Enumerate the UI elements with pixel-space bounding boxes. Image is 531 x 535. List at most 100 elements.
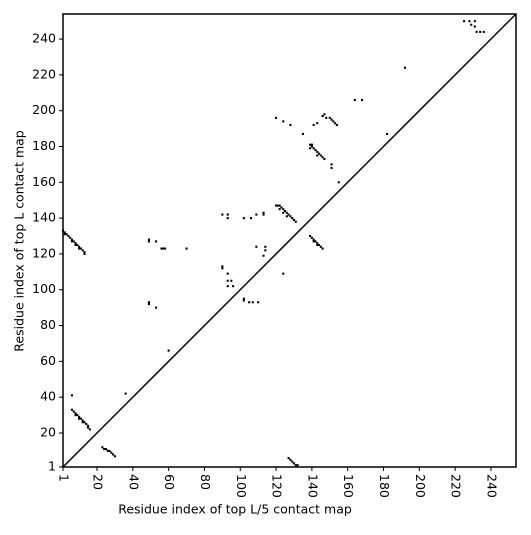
contact-point — [386, 132, 389, 136]
y-axis-label: Residue index of top L contact map — [12, 130, 27, 351]
contact-point — [76, 414, 79, 417]
x-tick-label: 40 — [126, 474, 141, 490]
contact-point — [83, 421, 86, 424]
x-tick-label: 80 — [198, 474, 213, 490]
contact-point — [463, 20, 466, 23]
contact-point — [255, 245, 258, 248]
contact-point — [330, 118, 333, 121]
contact-point — [67, 234, 70, 238]
contact-point — [323, 157, 326, 161]
contact-point — [317, 243, 321, 247]
contact-point — [155, 240, 158, 243]
contact-point — [325, 116, 328, 119]
contact-point — [74, 412, 77, 415]
contact-point — [72, 240, 75, 243]
contact-point — [226, 272, 229, 275]
contact-point — [264, 245, 267, 248]
contact-point — [328, 116, 331, 119]
contact-point — [285, 211, 288, 214]
contact-point — [316, 243, 319, 247]
contact-point — [264, 249, 267, 252]
contact-point — [403, 66, 407, 69]
contact-point — [147, 238, 150, 241]
x-tick-label: 160 — [341, 474, 356, 498]
contact-point — [226, 285, 229, 288]
x-tick-label: 20 — [91, 474, 106, 490]
x-tick-label: 180 — [377, 474, 392, 498]
contact-point — [255, 213, 258, 216]
contact-point — [83, 252, 86, 255]
contact-point — [275, 116, 278, 119]
contact-point — [468, 20, 471, 23]
contact-point — [353, 98, 356, 101]
contact-point — [282, 208, 285, 211]
contact-point — [226, 217, 229, 220]
contact-point — [242, 217, 245, 220]
contact-point — [475, 30, 478, 33]
contact-point — [294, 220, 297, 223]
contact-point — [323, 113, 326, 116]
x-tick-label: 200 — [413, 474, 428, 498]
contact-point — [334, 122, 337, 125]
x-tick-label: 220 — [449, 474, 464, 498]
contact-point — [78, 417, 81, 420]
contact-point — [262, 211, 265, 214]
contact-point — [310, 236, 313, 239]
contact-point — [291, 217, 294, 220]
y-tick-label: 140 — [32, 210, 56, 225]
y-tick-label: 200 — [32, 102, 56, 117]
y-tick-label: 220 — [32, 66, 56, 81]
contact-point — [226, 213, 229, 216]
contact-point — [278, 208, 281, 211]
contact-point — [330, 163, 333, 166]
contact-point — [76, 243, 79, 247]
x-tick-label: 240 — [484, 474, 499, 498]
contact-point — [275, 204, 278, 207]
contact-point — [87, 426, 90, 429]
contact-point — [473, 25, 476, 28]
contact-point — [78, 247, 81, 250]
contact-point — [296, 464, 299, 467]
contact-point — [312, 240, 315, 243]
contact-point — [262, 213, 265, 216]
contact-point — [147, 303, 150, 306]
contact-point — [160, 247, 163, 250]
contact-point — [282, 272, 285, 275]
contact-point — [312, 147, 315, 150]
contact-point — [74, 242, 77, 245]
contact-point — [292, 462, 296, 465]
contact-point — [70, 240, 73, 243]
contact-point — [337, 181, 340, 184]
contact-point — [330, 166, 333, 170]
contact-point — [319, 245, 322, 248]
contact-point — [292, 218, 296, 221]
x-tick-label: 120 — [270, 474, 285, 498]
contact-point — [63, 233, 66, 236]
contact-point — [291, 460, 294, 463]
contact-point — [479, 30, 482, 33]
contact-point — [162, 247, 165, 250]
contact-point — [147, 301, 150, 304]
contact-point — [242, 299, 245, 302]
y-tick-label: 160 — [32, 174, 56, 189]
contact-point — [316, 242, 319, 245]
contact-point — [335, 123, 338, 127]
contact-point — [285, 215, 288, 218]
contact-point — [309, 143, 312, 146]
contact-point — [473, 20, 476, 23]
contact-point — [249, 217, 253, 220]
contact-point — [65, 233, 68, 236]
contact-point — [81, 419, 84, 422]
contact-point — [74, 243, 77, 247]
y-tick-label: 20 — [40, 424, 56, 439]
contact-point — [310, 143, 313, 146]
contact-point — [70, 408, 73, 411]
contact-point — [309, 147, 312, 150]
contact-point — [316, 150, 319, 153]
contact-point — [321, 156, 324, 159]
contact-point — [110, 451, 113, 454]
contact-point — [276, 204, 279, 207]
y-tick-label: 100 — [32, 281, 56, 296]
y-tick-label: 80 — [40, 317, 56, 332]
